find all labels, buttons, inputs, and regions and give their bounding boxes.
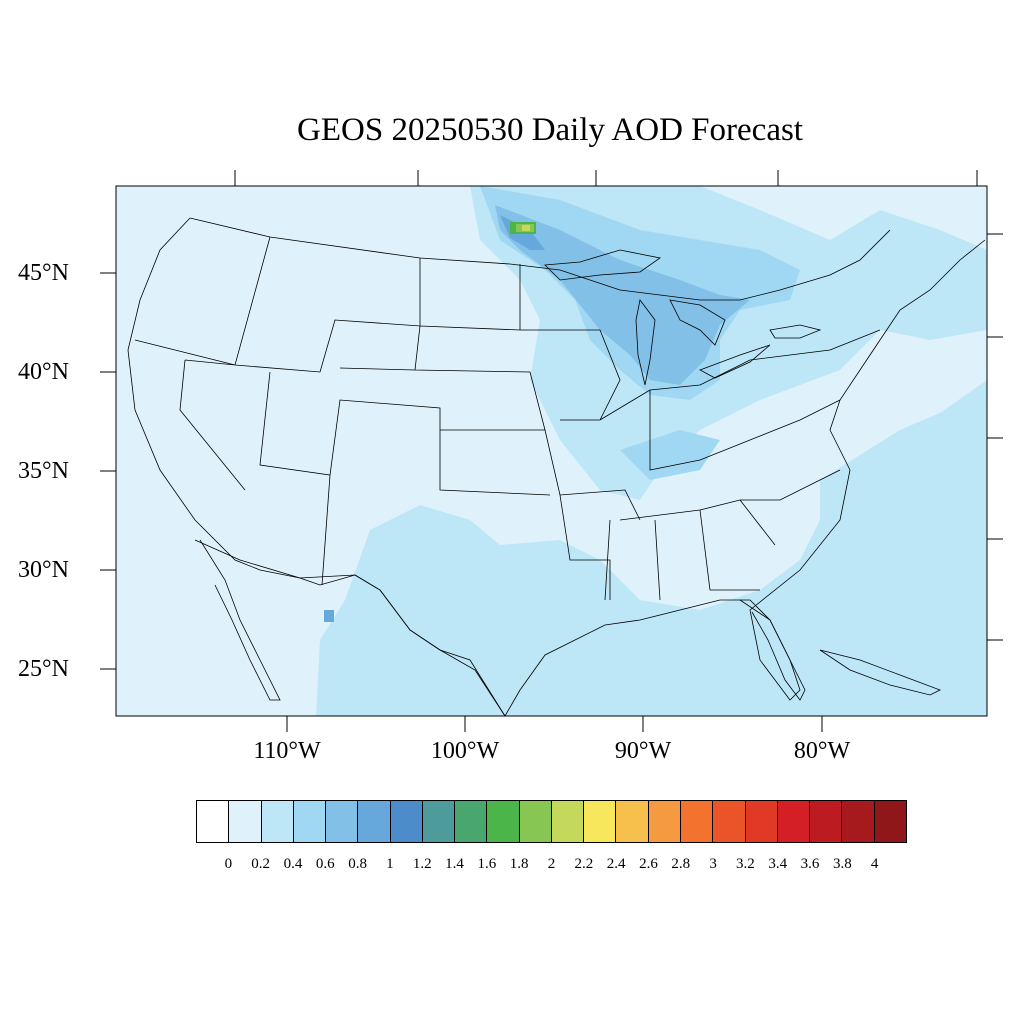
aod-region-southwest [316, 380, 987, 716]
colorbar-swatch [455, 801, 488, 842]
colorbar-swatch [358, 801, 391, 842]
colorbar-tick-label: 2.8 [671, 856, 691, 872]
lat-label-45: 45°N [18, 260, 69, 286]
lat-label-35: 35°N [18, 458, 69, 484]
lake-erie [699, 344, 771, 379]
mexico-border [194, 539, 506, 716]
colorbar-tick-label: 3 [709, 856, 717, 872]
aod-contours [316, 186, 987, 716]
florida [739, 599, 806, 701]
state-lines [134, 236, 881, 601]
lon-label-90: 90°W [614, 738, 672, 764]
top-ticks [234, 170, 978, 186]
lat-label-30: 30°N [18, 557, 69, 583]
lake-superior [544, 249, 661, 281]
colorbar-swatch [680, 801, 714, 842]
colorbar-tick-label: 2.6 [639, 856, 658, 872]
colorbar-tick-label: 0.8 [348, 856, 367, 872]
colorbar-tick-label: 3.6 [800, 856, 820, 872]
aod-hotspot-core [522, 225, 530, 231]
colorbar-swatch [229, 801, 262, 842]
bottom-ticks [286, 716, 823, 732]
right-ticks [987, 233, 1003, 641]
aod-spot-texas [324, 610, 334, 622]
colorbar-tick-label: 3.4 [768, 856, 788, 872]
colorbar-swatch [745, 801, 778, 842]
colorbar-tick-label: 2.4 [606, 856, 626, 872]
lon-label-100: 100°W [430, 738, 500, 764]
map-title: GEOS 20250530 Daily AOD Forecast [297, 112, 803, 148]
colorbar-swatch [326, 801, 359, 842]
cuba [819, 649, 941, 696]
colorbar-tick-label: 0.6 [315, 856, 335, 872]
colorbar-swatch [519, 801, 552, 842]
colorbar-tick-label: 2 [547, 856, 556, 872]
lat-label-25: 25°N [18, 656, 69, 682]
aod-region-atlantic [820, 400, 987, 570]
colorbar-tick-label: 1 [386, 856, 394, 872]
colorbar-tick-label: 0.4 [283, 856, 303, 872]
colorbar-swatch [874, 801, 906, 842]
colorbar-swatch [616, 801, 649, 842]
colorbar-swatch [422, 801, 456, 842]
lat-label-40: 40°N [18, 359, 69, 385]
lon-label-110: 110°W [253, 738, 321, 764]
colorbar-swatch [390, 801, 423, 842]
colorbar-tick-label: 0.2 [251, 856, 270, 872]
colorbar-tick-labels: 0 0.2 0.4 0.6 0.8 1 1.2 1.4 1.6 1.8 2 2.2 2.4 2.6 2.8 3… [0, 856, 1024, 876]
colorbar-swatch [487, 801, 520, 842]
colorbar-tick-label: 1.2 [412, 856, 432, 872]
colorbar-swatch [261, 801, 294, 842]
colorbar-tick-label: 3.2 [736, 856, 755, 872]
colorbar-swatch [648, 801, 681, 842]
colorbar-tick-label: 3.8 [832, 856, 852, 872]
lake-huron [669, 299, 726, 346]
colorbar-tick-label: 0 [224, 856, 233, 872]
lon-label-80: 80°W [793, 738, 851, 764]
lake-ontario [769, 324, 822, 339]
colorbar-tick-label: 4 [870, 856, 879, 872]
plot-frame [115, 185, 988, 717]
aod-region-ohio [620, 430, 720, 480]
colorbar-swatch [584, 801, 617, 842]
left-ticks [100, 272, 116, 670]
baja [199, 539, 281, 701]
colorbar-tick-label: 1.6 [477, 856, 497, 872]
colorbar-tick-label: 2.2 [574, 856, 594, 872]
colorbar-swatch [551, 801, 585, 842]
colorbar-swatch [842, 801, 875, 842]
colorbar-swatch [197, 801, 230, 842]
colorbar-swatch [810, 801, 843, 842]
colorbar-tick-label: 1.4 [445, 856, 464, 872]
colorbar [196, 800, 907, 843]
colorbar-swatch [777, 801, 811, 842]
lake-michigan [635, 299, 656, 386]
boundaries [127, 217, 986, 716]
aod-region-greatlakes-core [495, 205, 750, 385]
colorbar-swatch [293, 801, 327, 842]
colorbar-tick-label: 1.8 [509, 856, 529, 872]
colorbar-swatch [713, 801, 746, 842]
canada-border [189, 217, 891, 301]
